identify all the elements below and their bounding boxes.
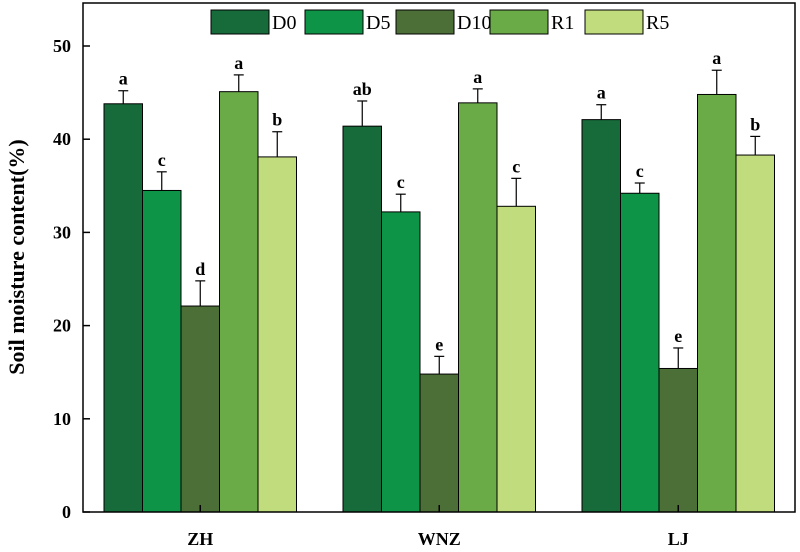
sig-label-D10-WNZ: e xyxy=(435,334,443,354)
y-tick-label-20: 20 xyxy=(53,316,71,336)
sig-label-D5-ZH: c xyxy=(158,150,166,170)
legend-label-D10: D10 xyxy=(457,12,491,34)
bar-R5-ZH xyxy=(257,156,297,513)
legend-swatch-R5 xyxy=(584,9,644,35)
sig-label-D5-LJ: c xyxy=(636,161,644,181)
x-tick-label-WNZ: WNZ xyxy=(418,529,461,549)
legend-swatch-D0 xyxy=(210,9,270,35)
axes: 0 10 20 30 40 50 ZH WNZ LJ xyxy=(53,36,689,549)
sig-label-R1-ZH: a xyxy=(234,53,243,73)
legend-label-R5: R5 xyxy=(646,12,669,34)
bar-D10-ZH xyxy=(180,305,220,513)
legend-label-R1: R1 xyxy=(551,12,574,34)
y-tick-label-50: 50 xyxy=(53,36,71,56)
y-axis-label: Soil moisture content(%) xyxy=(4,139,29,374)
legend: D0 D5 D10 R1 R5 xyxy=(210,9,669,35)
x-tick-label-LJ: LJ xyxy=(668,529,689,549)
sig-label-R1-WNZ: a xyxy=(473,67,482,87)
sig-label-R5-ZH: b xyxy=(272,110,282,130)
legend-swatch-R1 xyxy=(489,9,549,35)
sig-label-D10-ZH: d xyxy=(195,259,205,279)
bar-R5-LJ xyxy=(735,154,775,513)
legend-label-D5: D5 xyxy=(366,12,390,34)
bar-D0-ZH xyxy=(103,103,143,513)
y-tick-label-0: 0 xyxy=(62,502,71,522)
bar-D10-WNZ xyxy=(419,373,459,513)
sig-label-D0-WNZ: ab xyxy=(353,79,372,99)
x-tick-label-ZH: ZH xyxy=(187,529,213,549)
bar-D0-WNZ xyxy=(342,125,382,513)
y-tick-label-30: 30 xyxy=(53,222,71,242)
sig-label-D0-ZH: a xyxy=(119,69,128,89)
sig-label-R5-LJ: b xyxy=(750,114,760,134)
bar-R5-WNZ xyxy=(496,205,536,513)
y-tick-label-10: 10 xyxy=(53,409,71,429)
bar-D5-LJ xyxy=(620,192,660,513)
bar-D0-LJ xyxy=(581,119,621,513)
bar-R1-ZH xyxy=(219,91,259,513)
y-tick-label-40: 40 xyxy=(53,129,71,149)
sig-label-D10-LJ: e xyxy=(674,326,682,346)
sig-label-R1-LJ: a xyxy=(712,48,721,68)
legend-swatch-D10 xyxy=(395,9,455,35)
bar-D5-WNZ xyxy=(381,211,421,513)
bar-D10-LJ xyxy=(658,367,698,513)
bar-R1-WNZ xyxy=(458,102,498,513)
sig-label-D0-LJ: a xyxy=(597,83,606,103)
legend-label-D0: D0 xyxy=(272,12,296,34)
sig-label-R5-WNZ: c xyxy=(512,156,520,176)
sig-label-D5-WNZ: c xyxy=(397,172,405,192)
bar-R1-LJ xyxy=(697,93,737,513)
legend-swatch-D5 xyxy=(304,9,364,35)
bar-D5-ZH xyxy=(142,189,182,513)
